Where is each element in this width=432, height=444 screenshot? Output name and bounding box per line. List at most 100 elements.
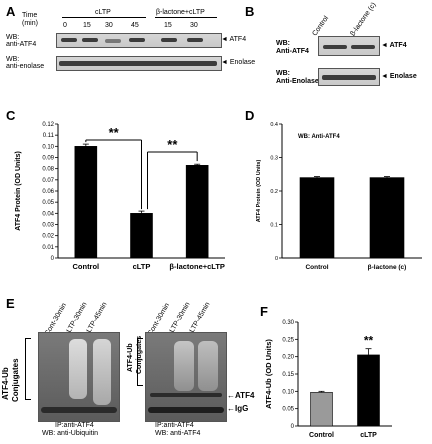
e-left-caption-2: WB: anti-Ubiquitin bbox=[42, 430, 99, 437]
bar bbox=[369, 177, 405, 259]
y-tick-label: 0.11 bbox=[43, 133, 55, 139]
bar bbox=[299, 177, 335, 259]
wb-a1-antibody: anti-ATF4 bbox=[6, 41, 37, 48]
enolase-arrow-a: ◄ Enolase bbox=[221, 59, 256, 66]
y-tick-label: 0.15 bbox=[282, 372, 294, 378]
atf4-arrow-b: ◄ ATF4 bbox=[381, 42, 407, 49]
time-15b: 15 bbox=[164, 22, 172, 29]
category-label: Control bbox=[305, 264, 328, 271]
e-side-label-2: Conjugates bbox=[11, 358, 20, 402]
category-label: cLTP bbox=[360, 432, 377, 439]
ubiquitin-blot bbox=[38, 332, 120, 422]
y-tick-label: 0.05 bbox=[282, 407, 294, 413]
e-right-caption-2: WB: anti-ATF4 bbox=[155, 430, 201, 437]
bar bbox=[357, 354, 380, 427]
b-col-lactone: β-lactone (c) bbox=[349, 1, 378, 38]
y-tick-label: 0.06 bbox=[42, 189, 54, 195]
y-tick-label: 0.07 bbox=[42, 178, 54, 184]
e-right-caption-1: IP:anti-ATF4 bbox=[155, 422, 194, 429]
e-igg-label: IgG bbox=[235, 404, 249, 413]
group-lactone-line bbox=[155, 17, 217, 18]
bar bbox=[310, 392, 333, 427]
time-30b: 30 bbox=[190, 22, 198, 29]
y-tick-label: 0.03 bbox=[42, 223, 54, 229]
y-tick-label: 0.10 bbox=[282, 389, 294, 395]
e-mid-label-2: Conjugates bbox=[136, 335, 143, 374]
e-side-label-1: ATF4-Ub bbox=[1, 367, 10, 400]
category-label: Control bbox=[309, 432, 334, 439]
panel-b-letter: B bbox=[245, 4, 255, 19]
group-cltp-line bbox=[62, 17, 146, 18]
chart-d-title: WB: Anti-ATF4 bbox=[298, 134, 340, 140]
y-tick-label: 0.12 bbox=[42, 122, 54, 128]
enolase-blot-b bbox=[318, 68, 380, 86]
atf4-ip-blot bbox=[145, 332, 227, 422]
category-label: β-lactone (c) bbox=[368, 264, 407, 271]
enolase-arrow-b: ◄ Enolase bbox=[381, 73, 417, 80]
y-tick-label: 0.20 bbox=[282, 355, 294, 361]
y-tick-label: 0.25 bbox=[282, 337, 294, 343]
e-left-caption-1: IP:anti-ATF4 bbox=[55, 422, 94, 429]
wb-a1-label: WB: bbox=[6, 34, 20, 41]
significance-mark: ** bbox=[364, 334, 374, 348]
category-label: Control bbox=[72, 262, 99, 271]
panel-d-letter: D bbox=[245, 108, 255, 123]
bar bbox=[185, 165, 209, 259]
chart-d: 0 0.1 0.2 0.3 0.4 Control β-lactone (c) ATF4 Pr… bbox=[256, 122, 422, 271]
y-tick-label: 0.05 bbox=[42, 200, 54, 206]
wb-a2-antibody: anti-enolase bbox=[6, 63, 45, 70]
min-label: (min) bbox=[22, 20, 38, 27]
chart-f: 0 0.05 0.10 0.15 0.20 0.25 0.30 Control cLTP ATF4… bbox=[264, 320, 392, 439]
significance-mark: ** bbox=[167, 137, 178, 152]
time-label: Time bbox=[22, 12, 38, 19]
e-igg-arrow: ←IgG bbox=[227, 404, 249, 413]
y-tick-label: 0.02 bbox=[42, 234, 54, 240]
bar bbox=[130, 213, 153, 259]
e-atf4-label: ATF4 bbox=[235, 391, 255, 400]
y-tick-label: 0 bbox=[275, 256, 278, 262]
category-label: β-lactone+cLTP bbox=[169, 262, 225, 271]
time-30: 30 bbox=[105, 22, 113, 29]
y-axis-label: ATF4 Protein (OD Units) bbox=[256, 160, 262, 223]
y-tick-label: 0.2 bbox=[270, 189, 278, 195]
category-label: cLTP bbox=[133, 262, 151, 271]
chart-c: 0 0.01 0.02 0.03 0.04 0.05 0.06 0.07 0.08 0.09 0.1… bbox=[15, 122, 225, 271]
y-tick-label: 0.1 bbox=[270, 223, 278, 229]
panel-f-letter: F bbox=[260, 304, 268, 319]
atf4-blot-a bbox=[56, 33, 222, 48]
panel-e-letter: E bbox=[6, 296, 15, 311]
e-mid-bracket bbox=[137, 338, 143, 386]
y-tick-label: 0 bbox=[291, 424, 295, 430]
atf4-arrow-a: ◄ ATF4 bbox=[221, 36, 247, 43]
y-tick-label: 0.04 bbox=[42, 211, 54, 217]
time-45: 45 bbox=[131, 22, 139, 29]
y-tick-label: 0.4 bbox=[270, 122, 278, 128]
significance-mark: ** bbox=[109, 125, 120, 140]
group-lactone-label: β-lactone+cLTP bbox=[156, 9, 205, 16]
wb-b2-antibody: Anti-Enolase bbox=[276, 78, 319, 85]
enolase-blot-a bbox=[56, 56, 222, 71]
y-tick-label: 0.30 bbox=[282, 320, 294, 326]
atf4-blot-b bbox=[318, 36, 380, 56]
y-tick-label: 0 bbox=[51, 256, 55, 262]
y-tick-label: 0.09 bbox=[42, 156, 54, 162]
wb-b1-label: WB: bbox=[276, 40, 290, 47]
panel-a-letter: A bbox=[6, 4, 16, 19]
b-col-control: Control bbox=[311, 14, 331, 38]
e-mid-label-1: ATF4-Ub bbox=[127, 343, 134, 372]
y-axis-label: ATF4 Protein (OD Units) bbox=[15, 151, 22, 231]
e-left-bracket bbox=[25, 338, 31, 400]
wb-b1-antibody: Anti-ATF4 bbox=[276, 48, 309, 55]
y-axis-label: ATF4-Ub (OD Units) bbox=[264, 339, 273, 409]
panel-c-letter: C bbox=[6, 108, 16, 123]
wb-a2-label: WB: bbox=[6, 56, 20, 63]
bar bbox=[74, 146, 98, 259]
y-tick-label: 0.10 bbox=[42, 144, 54, 150]
group-cltp-label: cLTP bbox=[95, 9, 111, 16]
y-tick-label: 0.3 bbox=[270, 156, 278, 162]
y-tick-label: 0.08 bbox=[42, 167, 54, 173]
e-atf4-arrow: ←ATF4 bbox=[227, 391, 255, 400]
time-0: 0 bbox=[63, 22, 67, 29]
wb-b2-label: WB: bbox=[276, 70, 290, 77]
time-15: 15 bbox=[83, 22, 91, 29]
